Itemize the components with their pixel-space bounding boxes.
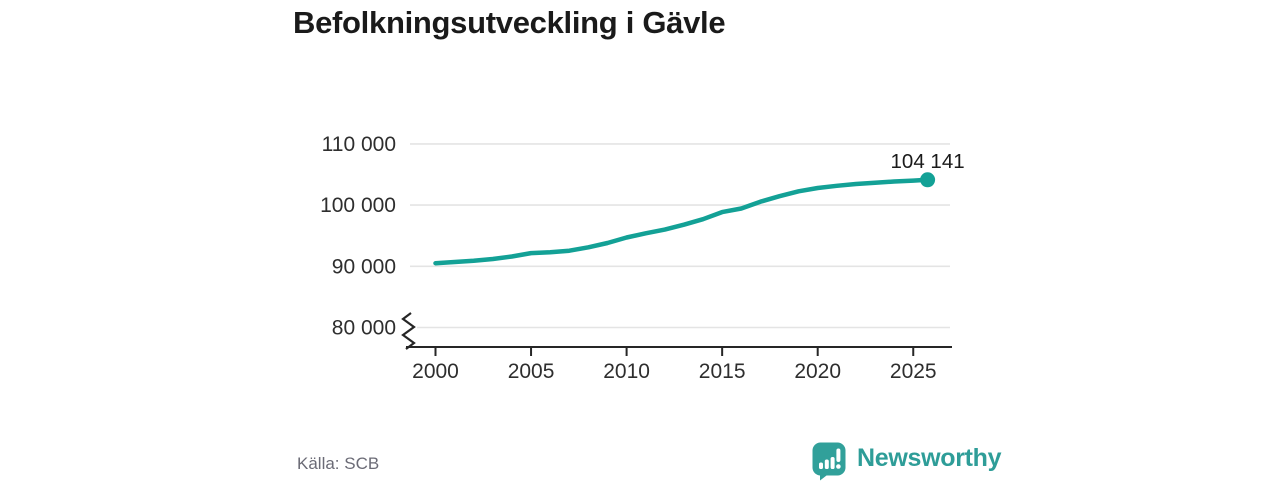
source-caption: Källa: SCB [297,454,380,473]
x-axis-labels: 2000 2005 2010 2015 2020 2025 [412,360,936,383]
x-axis-tick-label: 2010 [603,360,650,383]
y-axis-tick-label: 90 000 [332,255,396,278]
chart-title: Befolkningsutveckling i Gävle [293,5,726,40]
x-axis-tick-label: 2005 [508,360,555,383]
newsworthy-logo-text: Newsworthy [857,444,1002,472]
latest-value-marker [920,172,936,188]
latest-value-label: 104 141 [891,150,965,173]
y-axis-tick-label: 80 000 [332,317,396,340]
gridlines [410,143,950,329]
y-axis-tick-label: 100 000 [320,194,396,217]
x-axis-tick-label: 2020 [794,360,841,383]
x-axis-ticks [434,347,915,356]
axis-break-icon [401,312,416,350]
population-line [433,177,930,266]
newsworthy-logo: Newsworthy [811,441,1002,481]
newsworthy-logo-icon [812,442,846,481]
y-axis-labels: 80 000 90 000 100 000 110 000 [320,133,396,340]
x-axis-tick-label: 2025 [890,360,937,383]
x-axis-tick-label: 2000 [412,360,459,383]
y-axis-tick-label: 110 000 [322,133,396,156]
x-axis-tick-label: 2015 [699,360,746,383]
